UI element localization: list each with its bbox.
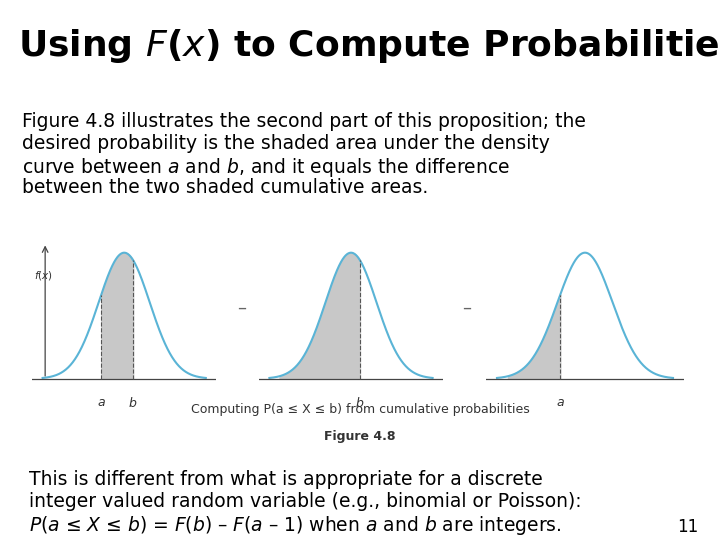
Text: –: – — [462, 299, 471, 316]
Text: $b$: $b$ — [128, 396, 138, 410]
Text: $f$($x$): $f$($x$) — [34, 269, 53, 282]
Text: $P$($a$ ≤ $X$ ≤ $b$) = $F$($b$) – $F$($a$ – 1) when $a$ and $b$ are integers.: $P$($a$ ≤ $X$ ≤ $b$) = $F$($b$) – $F$($a… — [29, 514, 561, 537]
Text: $b$: $b$ — [355, 396, 364, 410]
Text: $a$: $a$ — [556, 396, 564, 409]
Text: curve between $a$ and $b$, and it equals the difference: curve between $a$ and $b$, and it equals… — [22, 156, 510, 179]
Text: Using $F$($x$) to Compute Probabilities: Using $F$($x$) to Compute Probabilities — [18, 27, 720, 65]
Text: integer valued random variable (e.g., binomial or Poisson):: integer valued random variable (e.g., bi… — [29, 492, 582, 511]
Text: 11: 11 — [677, 517, 698, 536]
Text: between the two shaded cumulative areas.: between the two shaded cumulative areas. — [22, 178, 428, 197]
Text: Computing P(a ≤ X ≤ b) from cumulative probabilities: Computing P(a ≤ X ≤ b) from cumulative p… — [191, 403, 529, 416]
Text: –: – — [237, 299, 246, 316]
Text: Figure 4.8: Figure 4.8 — [324, 430, 396, 443]
Text: $a$: $a$ — [96, 396, 106, 409]
Text: Figure 4.8 illustrates the second part of this proposition; the: Figure 4.8 illustrates the second part o… — [22, 112, 586, 131]
Text: This is different from what is appropriate for a discrete: This is different from what is appropria… — [29, 470, 543, 489]
Text: desired probability is the shaded area under the density: desired probability is the shaded area u… — [22, 134, 550, 153]
